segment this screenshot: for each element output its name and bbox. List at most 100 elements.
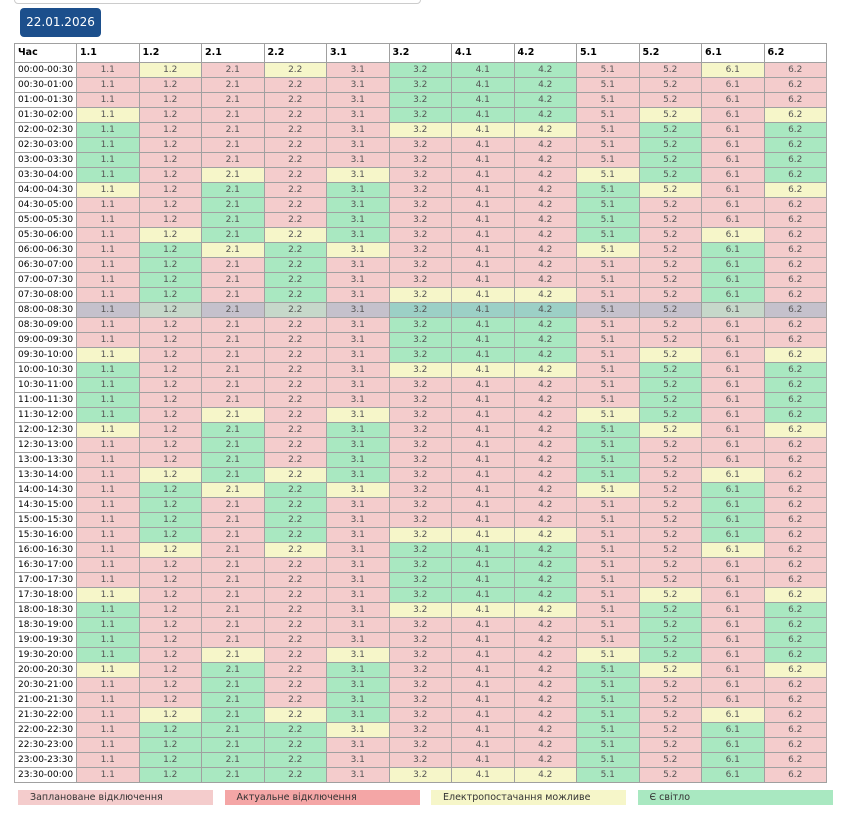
group-cell: 6.2 — [763, 512, 827, 528]
group-cell: 5.2 — [638, 287, 702, 303]
date-button[interactable]: 22.01.2026 — [20, 8, 101, 37]
schedule-row: 11:00-11:30 1.1 1.2 2.1 2.2 3.1 3.2 4.1 4.2 5.1 5.… — [14, 392, 827, 408]
group-cell: 6.2 — [763, 677, 827, 693]
group-cell: 6.1 — [701, 767, 765, 783]
time-cell: 10:30-11:00 — [14, 377, 77, 393]
group-cell: 4.1 — [451, 302, 515, 318]
schedule-row: 03:00-03:30 1.1 1.2 2.1 2.2 3.1 3.2 4.1 4.2 5.1 5.… — [14, 152, 827, 168]
group-cell: 3.1 — [326, 482, 390, 498]
group-cell: 5.1 — [576, 152, 640, 168]
schedule-row: 17:00-17:30 1.1 1.2 2.1 2.2 3.1 3.2 4.1 4.2 5.1 5.… — [14, 572, 827, 588]
group-cell: 6.2 — [763, 152, 827, 168]
group-cell: 3.1 — [326, 467, 390, 483]
group-cell: 3.2 — [388, 527, 452, 543]
group-cell: 1.1 — [76, 422, 140, 438]
group-cell: 1.1 — [76, 512, 140, 528]
group-cell: 4.2 — [513, 407, 577, 423]
group-cell: 1.1 — [76, 482, 140, 498]
group-cell: 4.1 — [451, 242, 515, 258]
time-cell: 20:00-20:30 — [14, 662, 77, 678]
group-cell: 5.1 — [576, 362, 640, 378]
group-cell: 1.2 — [138, 602, 202, 618]
group-cell: 4.1 — [451, 422, 515, 438]
schedule-row: 04:30-05:00 1.1 1.2 2.1 2.2 3.1 3.2 4.1 4.2 5.1 5.… — [14, 197, 827, 213]
group-cell: 2.1 — [201, 527, 265, 543]
schedule-row: 06:30-07:00 1.1 1.2 2.1 2.2 3.1 3.2 4.1 4.2 5.1 5.… — [14, 257, 827, 273]
group-cell: 5.2 — [638, 332, 702, 348]
group-cell: 4.1 — [451, 332, 515, 348]
column-header: 3.1 — [326, 43, 390, 63]
group-cell: 3.2 — [388, 422, 452, 438]
group-cell: 1.1 — [76, 542, 140, 558]
group-cell: 2.2 — [263, 467, 327, 483]
group-cell: 5.1 — [576, 227, 640, 243]
group-cell: 5.2 — [638, 347, 702, 363]
group-cell: 4.1 — [451, 482, 515, 498]
group-cell: 3.1 — [326, 512, 390, 528]
group-cell: 1.2 — [138, 272, 202, 288]
group-cell: 6.2 — [763, 497, 827, 513]
group-cell: 3.2 — [388, 662, 452, 678]
group-cell: 2.1 — [201, 137, 265, 153]
group-cell: 6.1 — [701, 542, 765, 558]
column-header: 5.2 — [638, 43, 702, 63]
group-cell: 3.2 — [388, 377, 452, 393]
group-cell: 5.2 — [638, 107, 702, 123]
group-cell: 6.1 — [701, 587, 765, 603]
group-cell: 3.1 — [326, 212, 390, 228]
group-cell: 4.2 — [513, 317, 577, 333]
time-cell: 08:30-09:00 — [14, 317, 77, 333]
group-cell: 4.1 — [451, 512, 515, 528]
group-cell: 3.1 — [326, 347, 390, 363]
time-cell: 07:30-08:00 — [14, 287, 77, 303]
search-input[interactable] — [14, 0, 421, 4]
group-cell: 1.1 — [76, 527, 140, 543]
schedule-row: 23:30-00:00 1.1 1.2 2.1 2.2 3.1 3.2 4.1 4.2 5.1 5.… — [14, 767, 827, 783]
group-cell: 2.1 — [201, 272, 265, 288]
group-cell: 1.2 — [138, 512, 202, 528]
group-cell: 1.2 — [138, 767, 202, 783]
schedule-row: 09:00-09:30 1.1 1.2 2.1 2.2 3.1 3.2 4.1 4.2 5.1 5.… — [14, 332, 827, 348]
group-cell: 1.2 — [138, 422, 202, 438]
group-cell: 1.2 — [138, 197, 202, 213]
group-cell: 3.2 — [388, 692, 452, 708]
group-cell: 6.1 — [701, 287, 765, 303]
group-cell: 6.2 — [763, 767, 827, 783]
group-cell: 3.1 — [326, 272, 390, 288]
group-cell: 5.2 — [638, 302, 702, 318]
group-cell: 2.1 — [201, 497, 265, 513]
group-cell: 6.2 — [763, 92, 827, 108]
group-cell: 4.1 — [451, 122, 515, 138]
group-cell: 3.1 — [326, 707, 390, 723]
group-cell: 6.2 — [763, 107, 827, 123]
group-cell: 2.2 — [263, 452, 327, 468]
group-cell: 6.2 — [763, 407, 827, 423]
group-cell: 1.2 — [138, 707, 202, 723]
group-cell: 6.2 — [763, 167, 827, 183]
group-cell: 3.1 — [326, 437, 390, 453]
group-cell: 6.1 — [701, 302, 765, 318]
group-cell: 2.1 — [201, 62, 265, 78]
group-cell: 3.1 — [326, 92, 390, 108]
schedule-row: 03:30-04:00 1.1 1.2 2.1 2.2 3.1 3.2 4.1 4.2 5.1 5.… — [14, 167, 827, 183]
group-cell: 1.2 — [138, 437, 202, 453]
group-cell: 4.2 — [513, 437, 577, 453]
group-cell: 2.2 — [263, 632, 327, 648]
group-cell: 1.2 — [138, 362, 202, 378]
group-cell: 5.1 — [576, 332, 640, 348]
schedule-row: 07:30-08:00 1.1 1.2 2.1 2.2 3.1 3.2 4.1 4.2 5.1 5.… — [14, 287, 827, 303]
group-cell: 6.1 — [701, 197, 765, 213]
schedule-row: 00:30-01:00 1.1 1.2 2.1 2.2 3.1 3.2 4.1 4.2 5.1 5.… — [14, 77, 827, 93]
time-cell: 06:00-06:30 — [14, 242, 77, 258]
time-cell: 12:00-12:30 — [14, 422, 77, 438]
group-cell: 4.2 — [513, 212, 577, 228]
group-cell: 4.2 — [513, 647, 577, 663]
group-cell: 2.1 — [201, 407, 265, 423]
column-header: 5.1 — [576, 43, 640, 63]
time-cell: 11:30-12:00 — [14, 407, 77, 423]
group-cell: 3.1 — [326, 452, 390, 468]
group-cell: 6.2 — [763, 632, 827, 648]
group-cell: 2.2 — [263, 722, 327, 738]
time-cell: 02:30-03:00 — [14, 137, 77, 153]
group-cell: 3.2 — [388, 227, 452, 243]
